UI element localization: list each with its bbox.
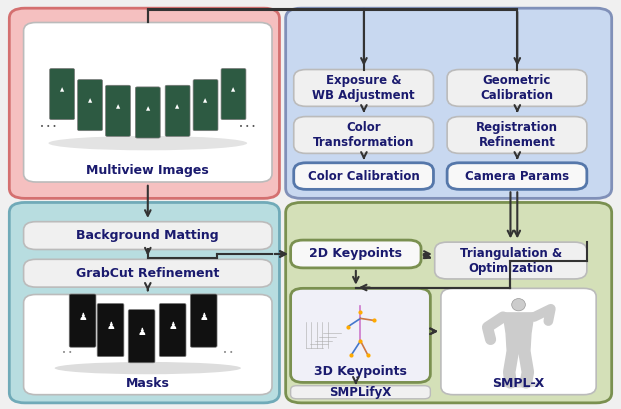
Text: GrabCut Refinement: GrabCut Refinement — [76, 267, 219, 280]
Text: Exposure &
WB Adjustment: Exposure & WB Adjustment — [312, 74, 415, 102]
Text: Color
Transformation: Color Transformation — [313, 121, 414, 149]
FancyBboxPatch shape — [294, 70, 433, 106]
FancyBboxPatch shape — [129, 310, 155, 363]
FancyBboxPatch shape — [9, 8, 279, 198]
FancyBboxPatch shape — [441, 288, 596, 395]
Polygon shape — [503, 313, 534, 354]
Text: Multiview Images: Multiview Images — [86, 164, 209, 177]
Text: ▲: ▲ — [116, 104, 120, 109]
FancyBboxPatch shape — [221, 68, 246, 119]
Text: Background Matting: Background Matting — [76, 229, 219, 242]
FancyBboxPatch shape — [9, 202, 279, 403]
Text: SMPLifyX: SMPLifyX — [329, 386, 392, 399]
FancyBboxPatch shape — [159, 303, 186, 357]
Text: • •: • • — [224, 350, 233, 355]
FancyBboxPatch shape — [193, 79, 218, 131]
Text: ▲: ▲ — [88, 99, 92, 103]
FancyBboxPatch shape — [24, 22, 272, 182]
Text: ▲: ▲ — [60, 88, 64, 92]
FancyBboxPatch shape — [286, 8, 612, 198]
Text: ▲: ▲ — [232, 88, 235, 92]
FancyBboxPatch shape — [190, 294, 217, 347]
FancyBboxPatch shape — [165, 85, 190, 137]
Text: Color Calibration: Color Calibration — [308, 170, 419, 182]
FancyBboxPatch shape — [106, 85, 130, 137]
Text: 2D Keypoints: 2D Keypoints — [309, 247, 402, 261]
FancyBboxPatch shape — [70, 294, 96, 347]
Text: SMPL-X: SMPL-X — [492, 377, 545, 390]
FancyBboxPatch shape — [135, 87, 160, 138]
FancyBboxPatch shape — [50, 68, 75, 119]
Text: ♟: ♟ — [106, 321, 115, 331]
Text: Triangulation &
Optimization: Triangulation & Optimization — [460, 247, 562, 274]
FancyBboxPatch shape — [291, 288, 430, 382]
FancyBboxPatch shape — [447, 70, 587, 106]
Text: Geometric
Calibration: Geometric Calibration — [481, 74, 553, 102]
Text: ▲: ▲ — [204, 99, 207, 103]
Text: Registration
Refinement: Registration Refinement — [476, 121, 558, 149]
Text: • • •: • • • — [40, 124, 57, 130]
Text: ▲: ▲ — [146, 106, 150, 111]
Text: 3D Keypoints: 3D Keypoints — [314, 364, 407, 378]
FancyBboxPatch shape — [24, 259, 272, 287]
Text: ♟: ♟ — [199, 312, 208, 321]
FancyBboxPatch shape — [447, 117, 587, 153]
Text: ♟: ♟ — [137, 327, 146, 337]
Ellipse shape — [55, 362, 241, 374]
Ellipse shape — [494, 381, 543, 388]
FancyBboxPatch shape — [291, 386, 430, 399]
Ellipse shape — [512, 299, 525, 311]
FancyBboxPatch shape — [291, 240, 421, 268]
FancyBboxPatch shape — [447, 163, 587, 189]
FancyBboxPatch shape — [294, 163, 433, 189]
FancyBboxPatch shape — [97, 303, 124, 357]
Text: • • •: • • • — [239, 124, 255, 130]
Text: ♟: ♟ — [168, 321, 177, 331]
FancyBboxPatch shape — [78, 79, 102, 131]
Text: Masks: Masks — [126, 377, 170, 390]
Text: ♟: ♟ — [78, 312, 87, 321]
Text: ▲: ▲ — [176, 104, 179, 109]
Text: • •: • • — [62, 350, 72, 355]
FancyBboxPatch shape — [435, 242, 587, 279]
Ellipse shape — [48, 136, 247, 151]
FancyBboxPatch shape — [294, 117, 433, 153]
FancyBboxPatch shape — [24, 222, 272, 249]
FancyBboxPatch shape — [24, 294, 272, 395]
Text: Camera Params: Camera Params — [465, 170, 569, 182]
FancyBboxPatch shape — [286, 202, 612, 403]
